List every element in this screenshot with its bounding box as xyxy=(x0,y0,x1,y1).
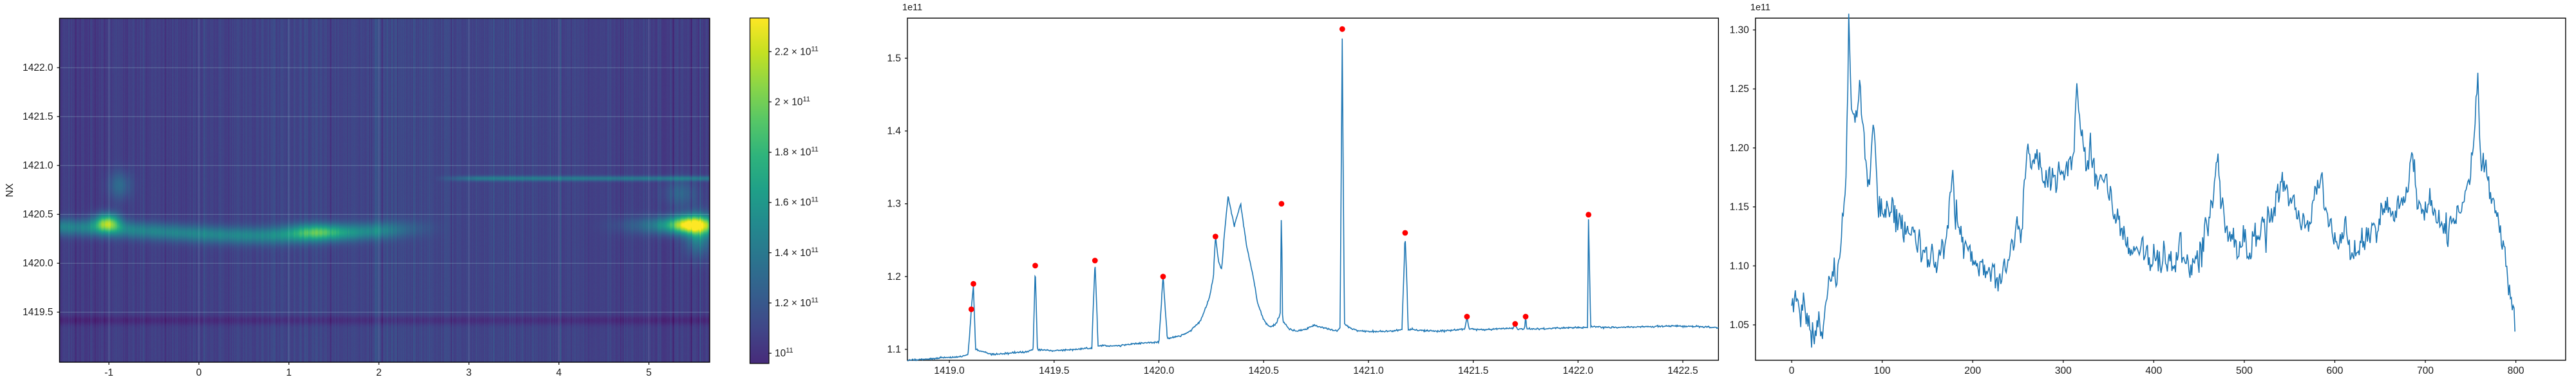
svg-text:2: 2 xyxy=(376,367,382,378)
svg-text:1.6 × 1011: 1.6 × 1011 xyxy=(775,196,819,208)
svg-text:1.2: 1.2 xyxy=(887,271,901,282)
svg-text:1e11: 1e11 xyxy=(902,3,922,13)
svg-text:1.3: 1.3 xyxy=(887,199,901,210)
svg-text:1421.5: 1421.5 xyxy=(23,111,53,122)
svg-text:1422.5: 1422.5 xyxy=(1667,365,1698,376)
svg-text:1.8 × 1011: 1.8 × 1011 xyxy=(775,146,819,158)
svg-text:1420.0: 1420.0 xyxy=(23,258,53,269)
svg-text:1422.0: 1422.0 xyxy=(23,62,53,73)
svg-text:1.2 × 1011: 1.2 × 1011 xyxy=(775,297,819,309)
svg-text:100: 100 xyxy=(1874,365,1891,376)
svg-text:1421.0: 1421.0 xyxy=(1353,365,1384,376)
svg-text:1.20: 1.20 xyxy=(1730,143,1750,154)
svg-text:1420.5: 1420.5 xyxy=(1249,365,1279,376)
svg-text:400: 400 xyxy=(2145,365,2162,376)
svg-text:1419.5: 1419.5 xyxy=(23,307,53,318)
svg-text:1.05: 1.05 xyxy=(1730,320,1749,331)
svg-text:0: 0 xyxy=(196,367,202,378)
svg-text:3: 3 xyxy=(466,367,472,378)
svg-text:1011: 1011 xyxy=(775,347,793,359)
svg-text:1.5: 1.5 xyxy=(887,53,901,64)
svg-text:1.10: 1.10 xyxy=(1730,261,1750,271)
svg-text:1419.5: 1419.5 xyxy=(1039,365,1069,376)
svg-text:1.4 × 1011: 1.4 × 1011 xyxy=(775,246,819,259)
svg-text:600: 600 xyxy=(2327,365,2344,376)
svg-text:300: 300 xyxy=(2055,365,2072,376)
svg-text:1421.0: 1421.0 xyxy=(23,160,53,171)
svg-text:1422.0: 1422.0 xyxy=(1563,365,1594,376)
svg-text:1.4: 1.4 xyxy=(887,126,901,137)
svg-text:1420.0: 1420.0 xyxy=(1144,365,1175,376)
svg-text:1420.5: 1420.5 xyxy=(23,209,53,220)
svg-text:NX: NX xyxy=(5,183,15,197)
svg-text:2.2 × 1011: 2.2 × 1011 xyxy=(775,45,819,57)
svg-text:200: 200 xyxy=(1964,365,1981,376)
svg-text:1.1: 1.1 xyxy=(887,344,901,355)
svg-text:1419.0: 1419.0 xyxy=(934,365,965,376)
svg-text:800: 800 xyxy=(2508,365,2524,376)
svg-text:500: 500 xyxy=(2236,365,2253,376)
svg-text:1.15: 1.15 xyxy=(1730,202,1749,213)
svg-text:1.25: 1.25 xyxy=(1730,84,1749,95)
svg-text:1421.5: 1421.5 xyxy=(1458,365,1488,376)
svg-text:5: 5 xyxy=(646,367,652,378)
svg-text:1e11: 1e11 xyxy=(1750,3,1770,13)
svg-text:2 × 1011: 2 × 1011 xyxy=(775,95,810,107)
svg-text:700: 700 xyxy=(2417,365,2434,376)
svg-text:1.30: 1.30 xyxy=(1730,25,1750,36)
svg-text:-1: -1 xyxy=(104,367,113,378)
svg-text:0: 0 xyxy=(1789,365,1795,376)
svg-text:1: 1 xyxy=(286,367,292,378)
svg-text:4: 4 xyxy=(556,367,562,378)
